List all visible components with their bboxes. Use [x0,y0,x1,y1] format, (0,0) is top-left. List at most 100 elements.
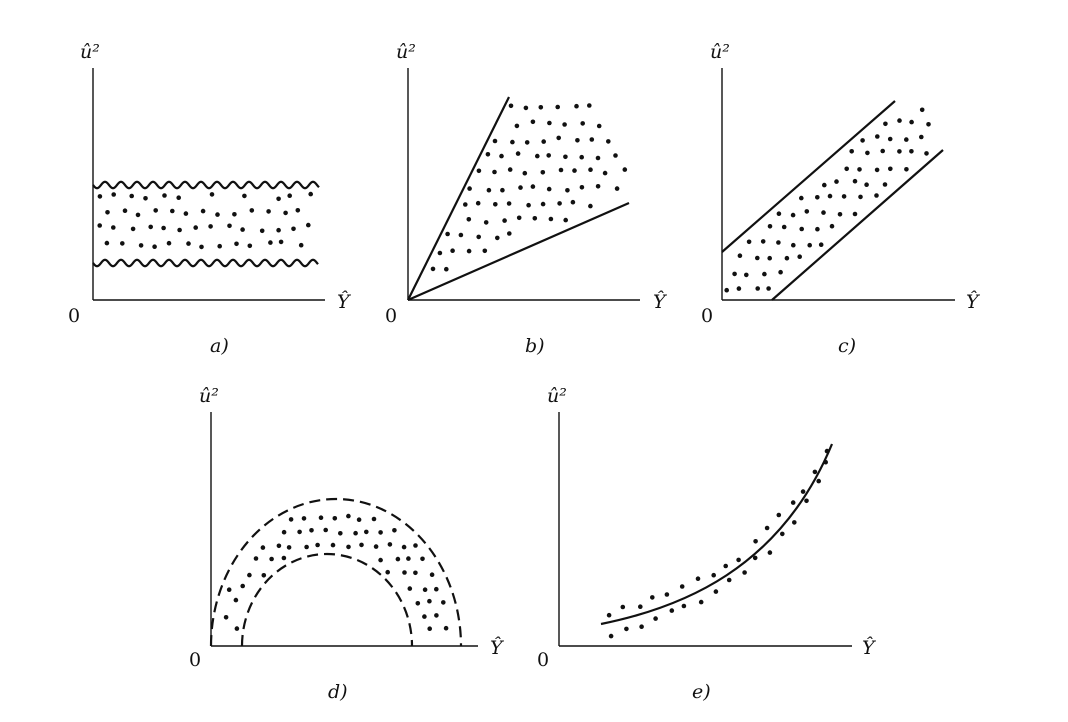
panel-a-upper-wavy-line [92,180,320,190]
panel-d-point [301,516,307,521]
panel-b-point [614,186,620,191]
panel-b-point [515,151,521,156]
panel-a-point [200,208,206,214]
panel-b-point [500,187,505,193]
panel-d-point [247,572,252,578]
panel-a-point [122,208,128,213]
panel-d-x-label: Ŷ [490,636,505,659]
panel-d-point [434,613,439,618]
panel-b-point [574,103,579,109]
panel-e-point [679,584,685,589]
panel-c-point [737,253,743,258]
panel-e-point [711,572,716,578]
panel-e-point [624,626,629,632]
panel-b-point [579,185,585,190]
panel-d-point [378,557,383,563]
panel-c-point [767,255,772,261]
panel-a-point [308,191,314,197]
panel-a-lower-wavy-line [92,258,319,268]
panel-b-y-label: û² [396,41,416,63]
panel-b-point [483,220,489,225]
panel-d-point [309,528,314,533]
panel-d-point [353,530,358,536]
panel-c-point [919,107,925,113]
panel-e-point [653,616,658,621]
panel-d-point [356,517,362,522]
panel-b-point [492,138,498,144]
panel-b-point [466,217,472,222]
panel-b-point [506,201,512,206]
panel-a-point [120,241,125,246]
panel-e-point [800,489,806,494]
panel-d-point [281,555,287,561]
panel-c-point [755,255,760,261]
panel-b-point [563,154,568,160]
panel-a-point [152,244,157,249]
panel-b-point [430,266,436,272]
panel-b-point [499,153,504,159]
panel-b-point [476,234,482,240]
panel-c-point [767,224,773,229]
panel-b-origin-label: 0 [385,305,397,327]
panel-c-point [790,212,796,218]
panel-e-point [606,612,612,618]
panel-b-point [476,168,482,174]
panel-a-point [249,208,255,213]
panel-c-point [882,182,888,187]
panel-a-point [199,244,204,250]
panel-c-point [864,182,869,187]
panel-b-point [572,168,577,173]
panel-c-point [924,151,929,156]
panel-d-point [420,556,425,562]
panel-a-point [161,225,166,231]
panel-e-point [608,633,614,639]
panel-c-y-label: û² [710,41,730,63]
panel-b-point [508,103,514,109]
panel-d-point [234,626,240,631]
panel-d-point [330,542,336,548]
panel-b-point [516,215,522,221]
panel-c-point [746,239,752,245]
panel-e-point [669,608,675,613]
panel-c-point [926,122,931,127]
panel-e-point [713,589,719,594]
panel-c-point [834,179,839,184]
panel-b-upper-boundary [407,96,510,301]
panel-c-point [857,167,862,172]
panel-a-point [291,226,296,232]
panel-a-point [135,212,141,218]
panel-a-point [234,241,239,247]
panel-d-point [387,542,393,547]
panel-d-point [406,556,411,561]
panel-a-points [97,191,314,250]
panel-d-point [427,598,432,604]
panel-d-point [261,573,267,578]
panel-d-point [422,614,427,619]
panel-b-point [493,202,498,207]
panel-a-caption: a) [210,335,229,357]
panel-d-point [269,556,274,562]
panel-e-point [804,498,809,504]
panel-e: û² Ŷ 0 e) [537,385,877,703]
panel-c-point [858,194,863,200]
panel-a-point [283,210,288,216]
panel-c-point [778,269,783,275]
panel-a-point [306,222,311,228]
panel-b-point [507,167,513,172]
panel-e-point [792,520,797,525]
panel-d-point [441,600,446,605]
panel-d-points [223,513,449,631]
panel-c-point [883,121,888,127]
panel-d-point [233,597,239,603]
panel-e-point [752,555,758,561]
panel-a-point [227,223,232,229]
panel-a-point [276,227,281,233]
panel-a-point [153,208,158,213]
panel-d-inner-dashed-arch [240,552,414,647]
panel-b-point [450,248,455,253]
panel-c-point [776,240,781,245]
panel-e-point [790,500,796,505]
panel-c-point [897,149,902,154]
panel-b-point [510,139,515,145]
panel-c-upper-boundary [721,100,896,253]
